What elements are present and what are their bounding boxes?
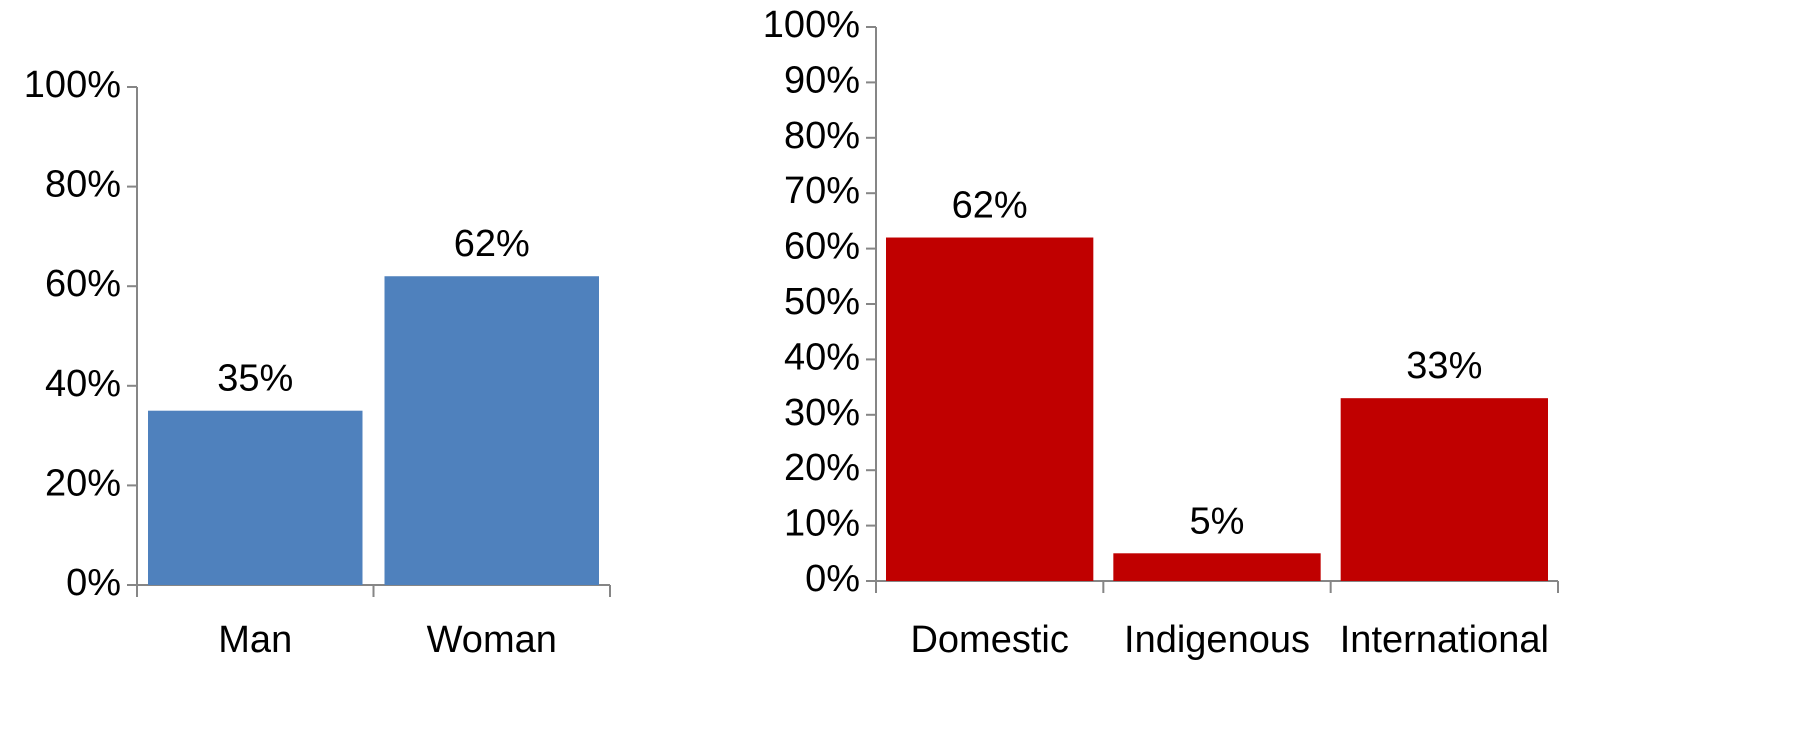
x-category-label: Indigenous — [1124, 619, 1310, 661]
bar-indigenous — [1113, 553, 1321, 581]
x-category-label: Domestic — [910, 619, 1068, 661]
x-category-label: International — [1340, 619, 1549, 661]
chart-student-type: 0% 10% 20% 30% 40% 50% 60% 70% 80% 90% 100% 62% Dome… — [763, 4, 1559, 661]
y-tick-label: 90% — [784, 59, 860, 101]
data-label: 62% — [454, 223, 530, 265]
bar-woman — [384, 276, 599, 585]
y-tick-label: 20% — [45, 462, 121, 504]
bar-international — [1340, 398, 1548, 581]
y-tick-label: 70% — [784, 170, 860, 212]
bar-domestic — [886, 237, 1094, 581]
y-tick-label: 0% — [66, 562, 121, 604]
data-label: 35% — [217, 358, 293, 400]
data-label: 33% — [1406, 345, 1482, 387]
y-tick-label: 30% — [784, 392, 860, 434]
y-tick-label: 60% — [784, 226, 860, 268]
y-tick-label: 0% — [805, 558, 860, 600]
y-tick-label: 60% — [45, 263, 121, 305]
y-tick-label: 100% — [763, 4, 860, 46]
chart-gender: 0% 20% 40% 60% 80% 100% 35% Man 62% Woman — [24, 64, 611, 661]
y-tick-label: 20% — [784, 447, 860, 489]
y-tick-label: 50% — [784, 281, 860, 323]
data-label: 5% — [1190, 500, 1245, 542]
bar-man — [148, 410, 363, 585]
y-tick-label: 10% — [784, 503, 860, 545]
x-category-label: Woman — [427, 619, 557, 661]
y-tick-label: 40% — [784, 336, 860, 378]
y-tick-label: 80% — [45, 164, 121, 206]
x-category-label: Man — [218, 619, 292, 661]
y-tick-label: 80% — [784, 115, 860, 157]
y-tick-label: 40% — [45, 363, 121, 405]
y-tick-label: 100% — [24, 64, 121, 106]
data-label: 62% — [952, 185, 1028, 227]
